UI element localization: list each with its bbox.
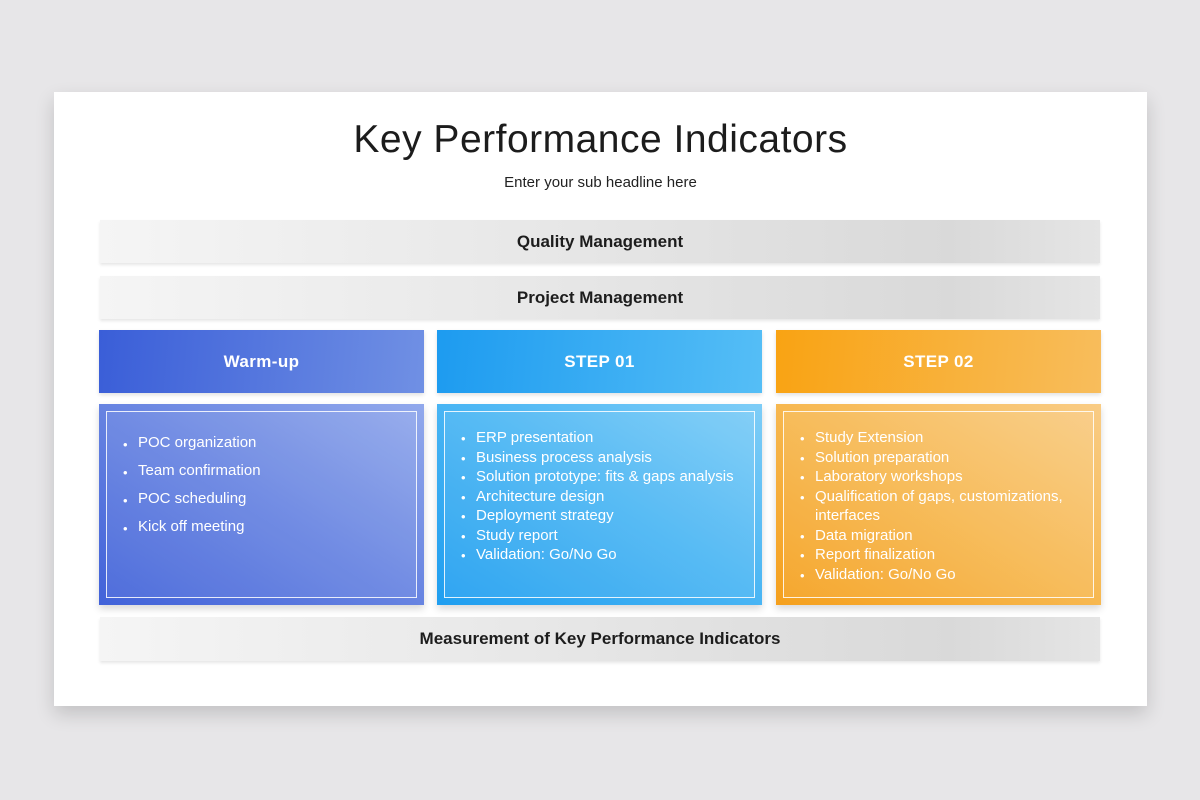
list-item: Team confirmation [123, 461, 406, 480]
list-item-label: POC scheduling [138, 490, 247, 507]
bullet-icon [461, 507, 466, 527]
list-item: Report finalization [800, 545, 1085, 565]
bullet-icon [461, 546, 466, 566]
list-item-label: Validation: Go/No Go [476, 546, 617, 563]
bullet-icon [800, 449, 805, 469]
list-item-label: Laboratory workshops [815, 468, 963, 485]
list-item: POC scheduling [123, 489, 406, 508]
list-item-label: Kick off meeting [138, 518, 245, 535]
list-item: Study report [461, 526, 746, 546]
warmup-list: POC organization Team confirmation POC s… [99, 404, 424, 536]
list-item: Deployment strategy [461, 506, 746, 526]
band-project-label: Project Management [516, 287, 684, 307]
bullet-icon [800, 468, 805, 488]
list-item-label: Qualification of gaps, customizations, i… [815, 487, 1063, 525]
list-item: POC organization [123, 433, 406, 452]
slide-title: Key Performance Indicators [353, 118, 848, 161]
bullet-icon [123, 435, 128, 454]
list-item: Qualification of gaps, customizations, i… [800, 487, 1085, 526]
list-item-label: Study Extension [815, 429, 924, 446]
list-item: Kick off meeting [123, 517, 406, 536]
list-item-label: ERP presentation [476, 429, 594, 446]
list-item: Study Extension [800, 428, 1085, 448]
bullet-icon [800, 566, 805, 586]
column-header-step01: STEP 01 [437, 330, 762, 393]
band-measurement: Measurement of Key Performance Indicator… [100, 617, 1100, 661]
list-item: Solution preparation [800, 448, 1085, 468]
band-quality-management: Quality Management [100, 220, 1100, 263]
list-item-label: Team confirmation [138, 462, 261, 479]
bullet-icon [461, 527, 466, 547]
slide-subtitle: Enter your sub headline here [504, 174, 697, 191]
list-item: Laboratory workshops [800, 467, 1085, 487]
list-item-label: Deployment strategy [476, 507, 614, 524]
bullet-icon [123, 491, 128, 510]
step01-list: ERP presentation Business process analys… [437, 404, 762, 565]
column-header-step01-label: STEP 01 [564, 351, 635, 371]
bullet-icon [123, 519, 128, 538]
column-box-step01: ERP presentation Business process analys… [437, 404, 762, 605]
list-item: ERP presentation [461, 428, 746, 448]
list-item-label: Architecture design [476, 487, 605, 505]
bullet-icon [123, 463, 128, 482]
list-item-label: Business process analysis [476, 448, 652, 466]
list-item: Solution prototype: fits & gaps analysis [461, 467, 746, 487]
slide-card: Key Performance Indicators Enter your su… [54, 92, 1147, 706]
list-item-label: Solution preparation [815, 448, 950, 466]
band-quality-label: Quality Management [516, 231, 684, 251]
list-item-label: Data migration [815, 526, 913, 544]
band-project-management: Project Management [100, 276, 1100, 319]
column-header-step02-label: STEP 02 [903, 351, 974, 371]
bullet-icon [800, 488, 805, 508]
list-item: Data migration [800, 526, 1085, 546]
column-header-step02: STEP 02 [776, 330, 1101, 393]
list-item-label: Report finalization [815, 546, 936, 563]
bullet-icon [461, 449, 466, 469]
list-item-label: Validation: Go/No Go [815, 565, 956, 583]
bullet-icon [461, 429, 466, 449]
column-header-warmup-label: Warm-up [223, 351, 300, 371]
list-item: Architecture design [461, 487, 746, 507]
list-item: Business process analysis [461, 448, 746, 468]
bullet-icon [461, 488, 466, 508]
list-item: Validation: Go/No Go [800, 565, 1085, 585]
list-item: Validation: Go/No Go [461, 545, 746, 565]
band-measurement-label: Measurement of Key Performance Indicator… [419, 629, 781, 648]
bullet-icon [800, 527, 805, 547]
bullet-icon [800, 546, 805, 566]
list-item-label: Study report [476, 526, 558, 544]
bullet-icon [800, 429, 805, 449]
list-item-label: Solution prototype: fits & gaps analysis [476, 468, 734, 485]
step02-list: Study Extension Solution preparation Lab… [776, 404, 1101, 584]
list-item-label: POC organization [138, 434, 257, 451]
column-box-warmup: POC organization Team confirmation POC s… [99, 404, 424, 605]
column-header-warmup: Warm-up [99, 330, 424, 393]
bullet-icon [461, 468, 466, 488]
column-box-step02: Study Extension Solution preparation Lab… [776, 404, 1101, 605]
